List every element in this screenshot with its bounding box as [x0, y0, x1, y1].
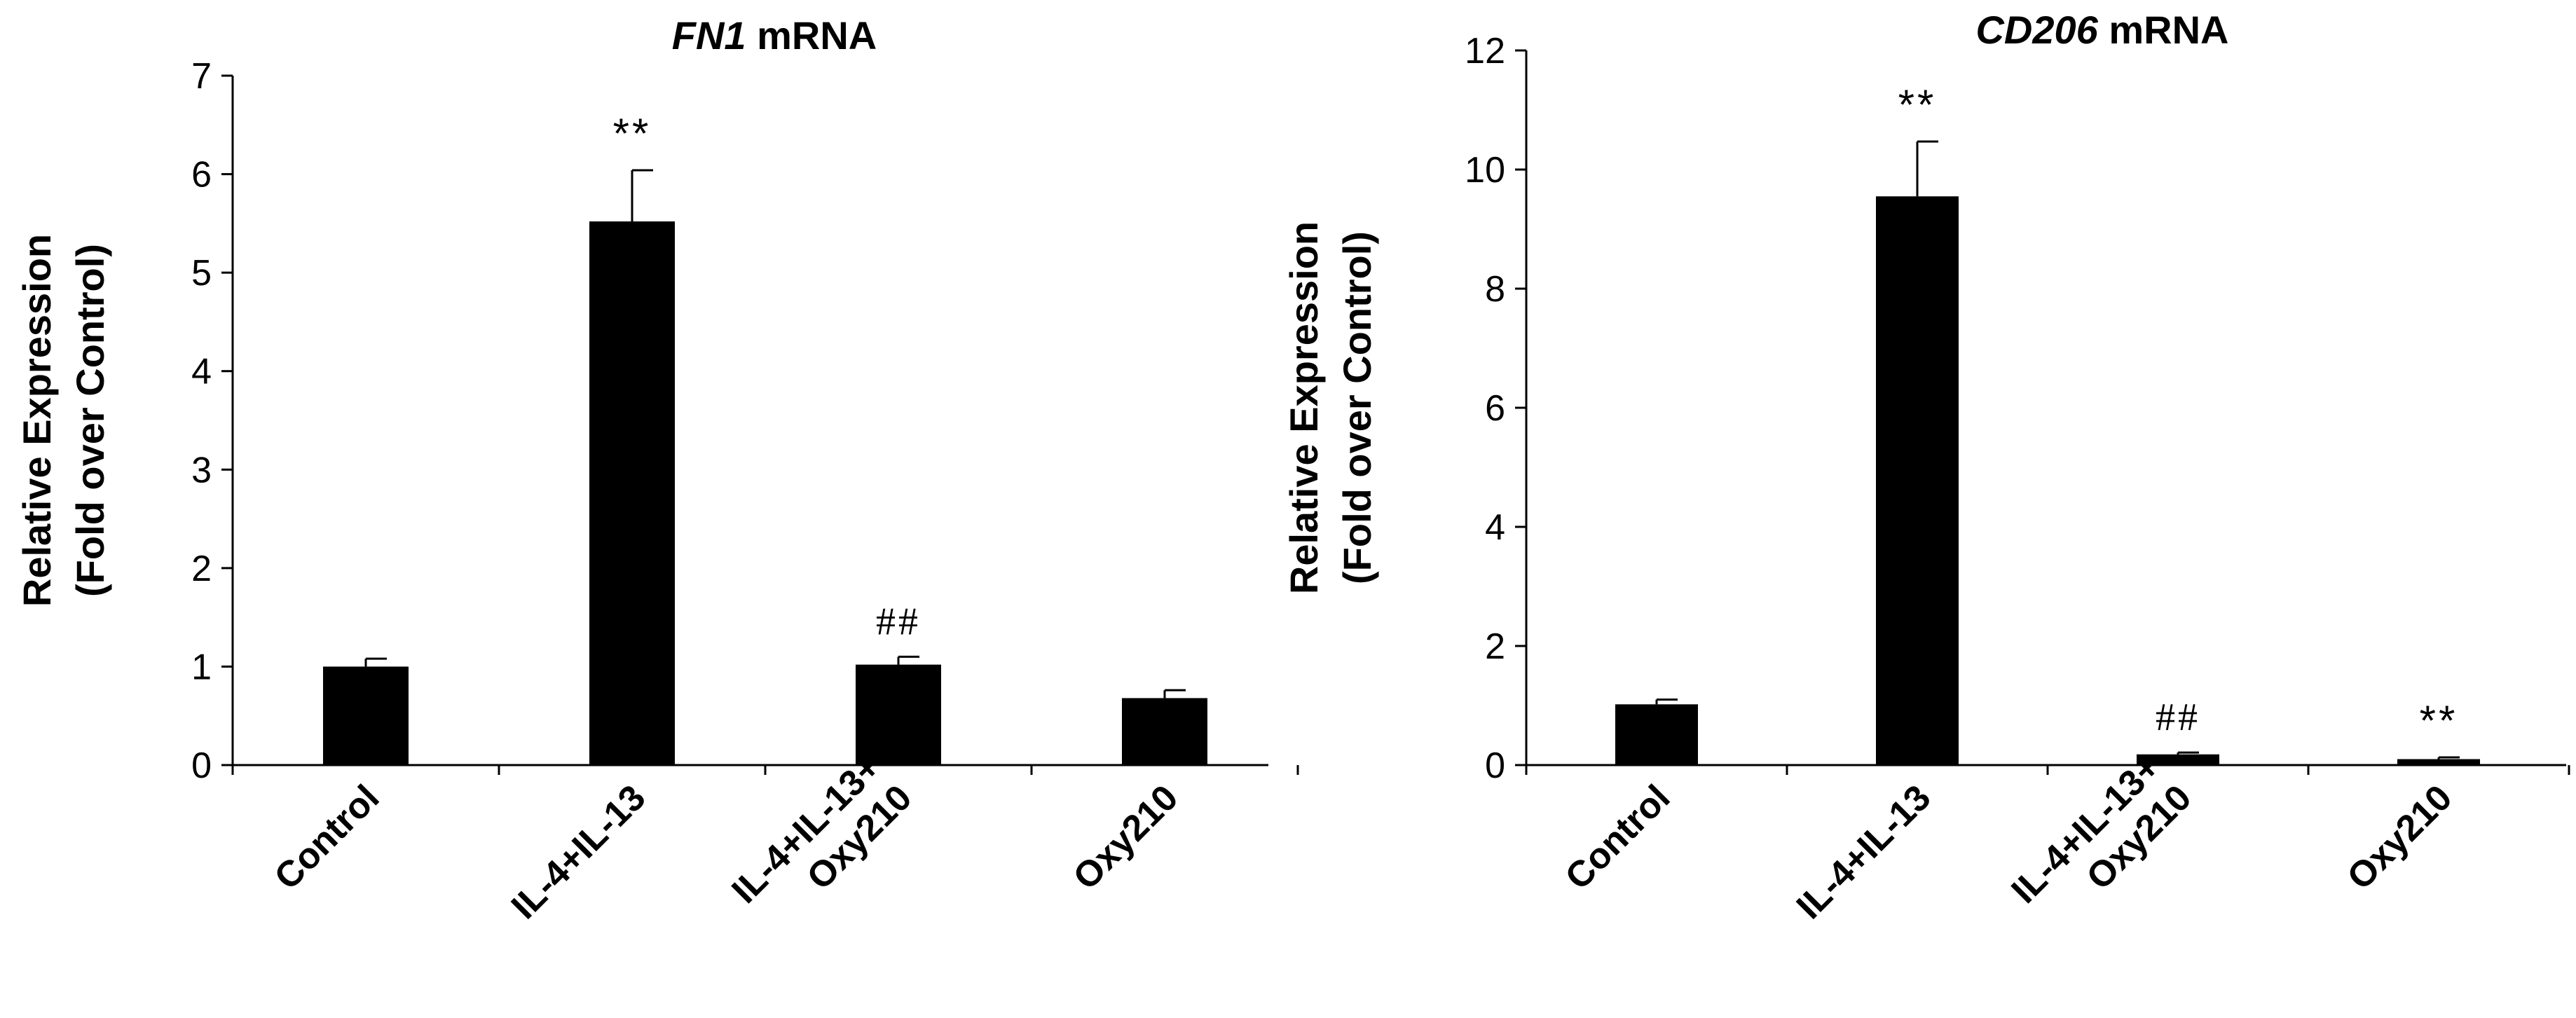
y-axis-label-line2: (Fold over Control)	[68, 244, 112, 597]
chart-2: CD206 mRNA Relative Expression (Fold over …	[1282, 8, 2570, 927]
y-tick-label: 1	[191, 647, 212, 687]
chart-title: FN1 mRNA	[672, 13, 877, 57]
chart-title-gene: FN1	[672, 13, 746, 57]
significance-annotation: **	[1898, 81, 1937, 128]
y-tick-label: 2	[1485, 626, 1505, 667]
x-category-label: IL-4+IL-13	[504, 777, 654, 927]
y-tick-label: 6	[1485, 388, 1505, 429]
chart-title-suffix: mRNA	[2098, 8, 2229, 52]
bar	[856, 664, 941, 765]
significance-annotation: **	[613, 110, 652, 157]
y-tick-label: 12	[1465, 31, 1505, 71]
x-category-label: Oxy210	[2340, 777, 2460, 897]
significance-annotation: **	[2420, 697, 2458, 744]
y-tick-label: 8	[1485, 269, 1505, 310]
x-category-label: Control	[267, 777, 388, 897]
x-category-label: Control	[1558, 777, 1678, 897]
bar	[323, 666, 409, 765]
y-axis-label-line1: Relative Expression	[15, 234, 59, 607]
chart-title-suffix: mRNA	[746, 13, 877, 57]
y-tick-label: 4	[1485, 507, 1505, 548]
y-tick-label: 5	[191, 253, 212, 294]
y-tick-label: 6	[191, 155, 212, 195]
bar	[1876, 196, 1959, 765]
y-tick-label: 3	[191, 450, 212, 490]
y-axis-label-line2: (Fold over Control)	[1335, 231, 1379, 584]
y-tick-label: 0	[191, 745, 212, 786]
chart-title-gene: CD206	[1975, 8, 2098, 52]
y-tick-label: 0	[1485, 745, 1505, 786]
chart-1: FN1 mRNA Relative Expression (Fold over Co…	[15, 13, 1299, 927]
y-tick-label: 10	[1465, 150, 1505, 191]
y-axis-label-line1: Relative Expression	[1282, 221, 1326, 594]
bar	[1615, 704, 1698, 765]
bar	[1122, 698, 1207, 765]
chart-title: CD206 mRNA	[1975, 8, 2228, 52]
y-tick-label: 2	[191, 549, 212, 589]
significance-annotation: ##	[876, 600, 921, 643]
bar	[2397, 759, 2480, 765]
bar	[2137, 754, 2219, 765]
bar	[589, 221, 675, 765]
y-tick-label: 7	[191, 56, 212, 97]
x-category-label: Oxy210	[1066, 777, 1186, 897]
significance-annotation: ##	[2156, 696, 2200, 739]
x-category-label: IL-4+IL-13	[1789, 777, 1939, 927]
y-tick-label: 4	[191, 352, 212, 392]
